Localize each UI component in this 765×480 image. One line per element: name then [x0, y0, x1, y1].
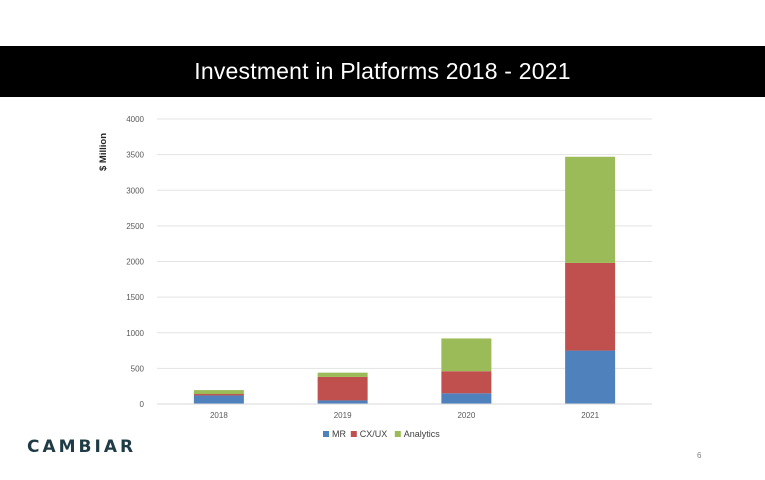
- y-tick-label: 1000: [126, 329, 144, 338]
- legend-label: Analytics: [404, 429, 441, 439]
- legend-label: CX/UX: [360, 429, 388, 439]
- bar-cx-ux-2021: [565, 262, 616, 351]
- legend-swatch: [394, 431, 401, 437]
- x-tick-label: 2019: [334, 411, 352, 420]
- bar-cx-ux-2020: [441, 371, 492, 394]
- stacked-bar-chart: 0 500 1000 1500 2000 2500 3000 3500 4000 $ Milli…: [98, 115, 652, 439]
- bars: [193, 156, 616, 404]
- y-tick-label: 3500: [126, 151, 144, 160]
- x-tick-label: 2018: [210, 411, 228, 420]
- bar-mr-2019: [317, 400, 368, 404]
- legend-label: MR: [332, 429, 346, 439]
- bar-analytics-2021: [565, 156, 616, 263]
- bar-mr-2018: [193, 395, 244, 404]
- x-tick-label: 2020: [457, 411, 475, 420]
- y-tick-label: 3000: [126, 186, 144, 195]
- gridlines: [157, 118, 652, 369]
- title-bar: Investment in Platforms 2018 - 2021: [0, 46, 765, 97]
- bar-cx-ux-2018: [193, 394, 244, 396]
- y-tick-label: 500: [131, 364, 145, 373]
- bar-analytics-2018: [193, 390, 244, 395]
- x-tick-label: 2021: [581, 411, 599, 420]
- x-axis-ticks: 2018 2019 2020 2021: [210, 411, 600, 420]
- legend-swatch: [323, 431, 329, 437]
- y-tick-label: 1500: [126, 293, 144, 302]
- bar-mr-2020: [441, 393, 492, 404]
- slide-title: Investment in Platforms 2018 - 2021: [194, 58, 571, 84]
- page-number: 6: [697, 451, 702, 460]
- y-tick-label: 4000: [126, 115, 144, 124]
- y-axis-ticks: 0 500 1000 1500 2000 2500 3000 3500 4000: [126, 115, 144, 409]
- bar-cx-ux-2019: [317, 376, 368, 401]
- bar-analytics-2019: [317, 372, 368, 377]
- y-tick-label: 0: [140, 400, 145, 409]
- legend-swatch: [350, 431, 357, 437]
- bar-mr-2021: [565, 350, 616, 404]
- bar-analytics-2020: [441, 338, 492, 372]
- y-tick-label: 2500: [126, 222, 144, 231]
- legend: MR CX/UX Analytics: [323, 429, 440, 439]
- y-tick-label: 2000: [126, 258, 144, 267]
- cambiar-logo: CAMBIAR: [27, 437, 137, 457]
- y-axis-label: $ Million: [98, 133, 109, 171]
